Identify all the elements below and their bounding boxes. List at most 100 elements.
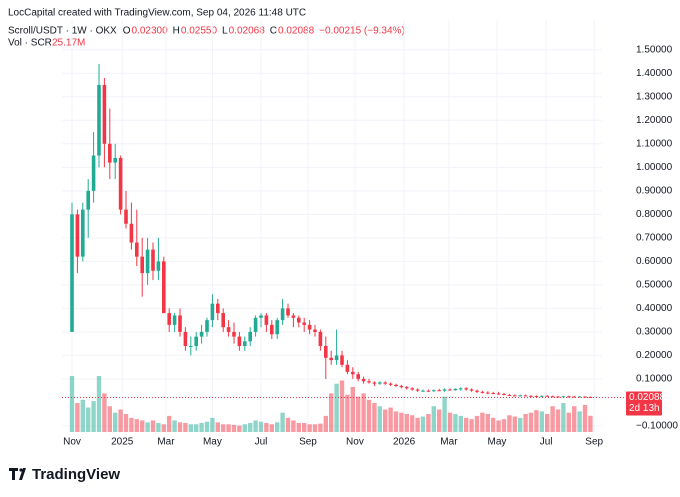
candle-body (205, 320, 209, 332)
ohlc-value: 0.02300 (132, 26, 169, 37)
volume-bar (356, 396, 361, 432)
volume-bar (291, 420, 296, 432)
candle-body (286, 308, 290, 316)
volume-bar (280, 412, 285, 432)
volume-bar (140, 420, 145, 432)
candle-body (210, 303, 215, 321)
volume-bar (366, 399, 372, 432)
price-label: 0.02088 (629, 392, 666, 403)
y-tick-label: 0.70000 (636, 232, 673, 243)
y-tick-label: 0.60000 (636, 256, 673, 267)
candle-body (297, 317, 301, 323)
volume-bar (372, 403, 377, 432)
candle-body (507, 394, 512, 396)
volume-bar (480, 412, 485, 432)
volume-bar (431, 406, 436, 432)
candle-body (145, 249, 150, 274)
volume-bar (410, 415, 415, 432)
volume-bar (226, 424, 231, 432)
candle-body (415, 389, 420, 391)
candle-body (275, 320, 279, 335)
volume-bar (437, 409, 442, 432)
candle-body (324, 346, 328, 358)
y-tick-label: 1.20000 (636, 115, 673, 126)
volume-bar (69, 376, 75, 432)
volume-bar (555, 409, 561, 432)
candle-body (291, 315, 296, 318)
volume-bar (156, 422, 161, 432)
volume-bar (102, 393, 107, 432)
credit: LocCapital created with TradingView.com,… (8, 8, 306, 19)
volume-bar (512, 416, 517, 432)
candle-body (502, 393, 506, 395)
volume-bar (183, 422, 188, 432)
y-tick-label: 0.90000 (636, 185, 673, 196)
volume-bar (129, 417, 134, 432)
volume-pane (69, 376, 593, 432)
candle-body (243, 341, 247, 347)
volume-bar (329, 393, 334, 432)
volume-bar (447, 412, 453, 432)
candle-body (172, 315, 177, 325)
volume-bar (312, 424, 318, 432)
volume-bar (572, 406, 577, 432)
volume-bar (377, 406, 382, 432)
volume-bar (177, 422, 183, 432)
volume-bar (339, 380, 345, 432)
candle-body (583, 396, 587, 398)
volume-bar (561, 403, 566, 432)
candle-body (329, 357, 333, 361)
candle-body (253, 317, 258, 332)
candle-body (432, 390, 436, 392)
candle-body (405, 387, 409, 389)
volume-bar (161, 424, 166, 432)
volume-bar (507, 415, 512, 432)
candle-body (442, 389, 447, 391)
candle-body (448, 389, 452, 391)
ohlc-value: 0.02068 (229, 26, 266, 37)
volume-bar (248, 422, 253, 432)
volume-bar (539, 411, 544, 432)
y-tick-label: −0.10000 (636, 421, 678, 432)
volume-bar (167, 415, 172, 432)
candle-body (226, 327, 231, 332)
volume-bar (113, 412, 118, 432)
x-tick-label: Nov (63, 437, 81, 448)
candle-body (334, 355, 339, 361)
price-label-box (626, 391, 662, 416)
volume-bar (96, 376, 102, 432)
candle-body (140, 256, 144, 274)
y-tick-label: 1.50000 (636, 44, 673, 55)
candle-body (162, 261, 166, 314)
volume-value: 25.17M (52, 38, 85, 49)
ohlc-value: 0.02088 (278, 26, 315, 37)
volume-bar (145, 422, 150, 432)
candle-body (124, 209, 128, 224)
candle-body (496, 393, 501, 395)
candle-body (550, 396, 555, 398)
logo: TradingView (9, 466, 120, 483)
candle-body (280, 308, 285, 321)
volume-bar (91, 401, 96, 432)
y-tick-label: 1.10000 (636, 138, 673, 149)
candle-body (194, 336, 198, 347)
candle-body (523, 395, 528, 397)
x-tick-label: 2026 (393, 437, 416, 448)
candle-body (410, 388, 414, 390)
volume-bar (383, 409, 388, 432)
brand: TradingView (32, 466, 120, 483)
x-tick-label: Jul (540, 437, 553, 448)
volume-bar (123, 413, 129, 432)
volume-bar (334, 383, 339, 432)
x-tick-label: Sep (299, 437, 317, 448)
candle-body (318, 331, 323, 347)
candle-body (572, 396, 576, 398)
x-tick-label: May (203, 437, 222, 448)
candle-body (97, 85, 101, 156)
candle-body (351, 371, 355, 375)
candle-body (394, 384, 398, 386)
volume-bar (361, 393, 366, 432)
candle-body (383, 382, 387, 384)
candle-body (437, 390, 441, 392)
candle-body (259, 315, 263, 318)
